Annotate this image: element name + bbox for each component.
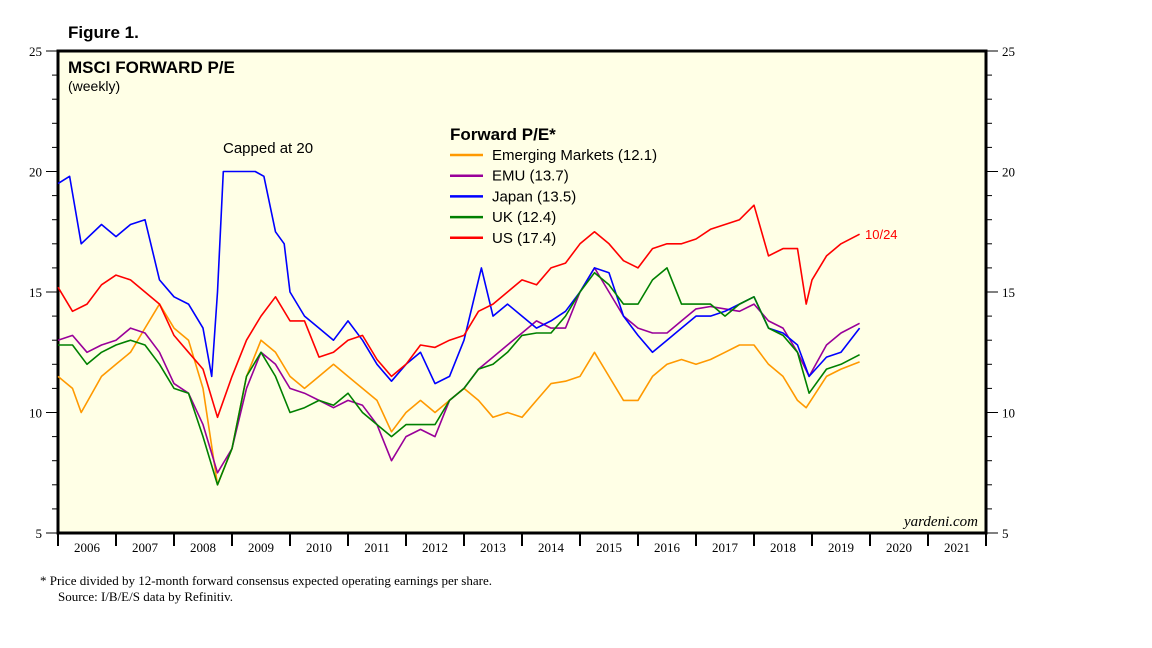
- x-tick-label: 2008: [190, 540, 216, 555]
- y-tick-label-left: 25: [29, 44, 42, 59]
- plot-area: [56, 49, 988, 535]
- x-tick-label: 2017: [712, 540, 739, 555]
- x-tick-label: 2013: [480, 540, 506, 555]
- legend-item: US (17.4): [492, 230, 556, 247]
- series-lines: [57, 170, 861, 486]
- cap-annotation: Capped at 20: [223, 140, 313, 157]
- legend-title: Forward P/E*: [450, 125, 556, 144]
- y-tick-label-left: 20: [29, 165, 42, 180]
- series-line-2: [57, 170, 861, 385]
- y-tick-label-right: 20: [1002, 165, 1015, 180]
- x-tick-label: 2010: [306, 540, 332, 555]
- legend-item: EMU (13.7): [492, 168, 569, 185]
- footnote: * Price divided by 12-month forward cons…: [40, 573, 492, 588]
- legend: Emerging Markets (12.1) EMU (13.7) Japan (…: [450, 147, 657, 247]
- x-tick-label: 2014: [538, 540, 565, 555]
- x-tick-label: 2021: [944, 540, 970, 555]
- x-tick-label: 2019: [828, 540, 854, 555]
- x-tick-label: 2006: [74, 540, 101, 555]
- x-tick-label: 2016: [654, 540, 681, 555]
- x-tick-label: 2007: [132, 540, 159, 555]
- series-line-4: [57, 204, 860, 419]
- y-tick-label-right: 25: [1002, 44, 1015, 59]
- x-tick-label: 2018: [770, 540, 796, 555]
- y-tick-label-right: 15: [1002, 285, 1015, 300]
- watermark: yardeni.com: [902, 514, 978, 530]
- y-tick-label-left: 15: [29, 285, 42, 300]
- chart-title: MSCI FORWARD P/E: [68, 58, 235, 77]
- series-line-3: [58, 267, 860, 486]
- legend-item: Japan (13.5): [492, 188, 576, 205]
- y-tick-label-right: 10: [1002, 406, 1015, 421]
- legend-item: Emerging Markets (12.1): [492, 147, 657, 164]
- y-tick-label-right: 5: [1002, 526, 1009, 541]
- y-tick-label-left: 5: [36, 526, 43, 541]
- legend-item: UK (12.4): [492, 209, 556, 226]
- x-tick-label: 2012: [422, 540, 448, 555]
- chart-subtitle: (weekly): [68, 78, 120, 94]
- figure-label: Figure 1.: [68, 23, 139, 42]
- x-tick-label: 2011: [364, 540, 390, 555]
- x-tick-label: 2009: [248, 540, 274, 555]
- y-tick-label-left: 10: [29, 406, 42, 421]
- x-tick-label: 2020: [886, 540, 912, 555]
- source-note: Source: I/B/E/S data by Refinitiv.: [58, 589, 233, 604]
- x-tick-label: 2015: [596, 540, 622, 555]
- end-date-label: 10/24: [865, 227, 898, 242]
